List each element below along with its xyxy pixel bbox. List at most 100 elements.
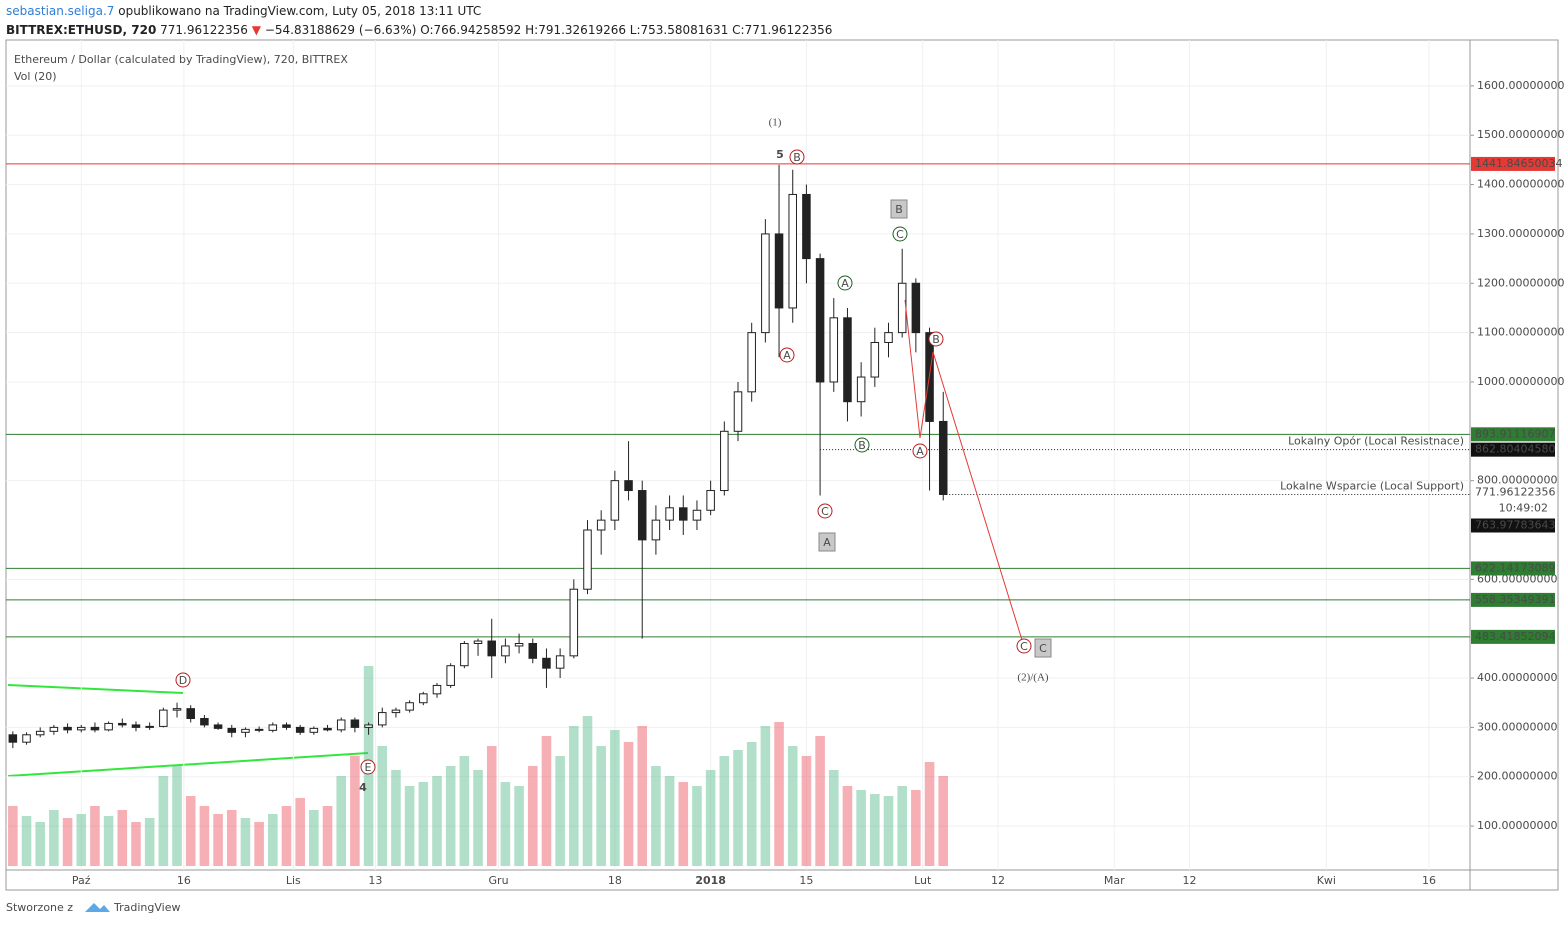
volume-bar bbox=[651, 766, 661, 866]
level-label: 893.91116907 bbox=[1475, 427, 1555, 440]
candle-body bbox=[870, 341, 880, 378]
candle-body bbox=[172, 708, 182, 711]
candle-body bbox=[938, 420, 948, 495]
y-tick-label: 1300.00000000 bbox=[1477, 227, 1564, 240]
chart-title: Ethereum / Dollar (calculated by Trading… bbox=[14, 53, 348, 66]
candle-body bbox=[610, 480, 620, 521]
countdown: 10:49:02 bbox=[1499, 501, 1548, 514]
volume-bar bbox=[692, 786, 702, 866]
level-label-bg bbox=[1471, 561, 1555, 576]
volume-bar bbox=[610, 730, 620, 866]
candle-body bbox=[241, 728, 250, 733]
candle-body bbox=[747, 332, 756, 393]
candle-body bbox=[583, 529, 592, 590]
footer-brand[interactable]: TradingView bbox=[113, 901, 180, 914]
candle-body bbox=[131, 724, 141, 728]
candle-body bbox=[884, 332, 893, 343]
symbol: BITTREX:ETHUSD, 720 bbox=[6, 23, 156, 37]
volume-bar bbox=[199, 806, 210, 866]
dotted-text: Lokalne Wsparcie (Local Support) bbox=[1280, 479, 1464, 492]
x-tick-label: 2018 bbox=[695, 874, 726, 887]
volume-bar bbox=[459, 756, 470, 866]
volume-bar bbox=[117, 810, 128, 866]
volume-bar bbox=[911, 790, 921, 866]
annotation-circle bbox=[817, 503, 833, 519]
candle-body bbox=[487, 640, 496, 657]
volume-bar bbox=[815, 736, 825, 866]
annotation: E bbox=[365, 761, 372, 774]
candle-body bbox=[637, 490, 647, 541]
y-tick-label: 1100.00000000 bbox=[1477, 326, 1564, 339]
volume-bar bbox=[391, 770, 401, 866]
candle-body bbox=[514, 643, 524, 647]
volume-bar bbox=[774, 722, 784, 866]
volume-bar bbox=[801, 756, 812, 866]
candle-body bbox=[624, 480, 633, 492]
volume-bar bbox=[897, 786, 907, 866]
candle-body bbox=[856, 376, 866, 403]
bid-label-bg bbox=[1471, 518, 1555, 533]
candle-body bbox=[227, 727, 237, 733]
candle-body bbox=[391, 709, 401, 714]
x-tick-label: Paź bbox=[72, 874, 91, 887]
volume-bar bbox=[705, 770, 716, 866]
candle-body bbox=[473, 640, 483, 645]
annotation-box bbox=[1034, 638, 1052, 658]
annotation-circle bbox=[854, 437, 870, 453]
x-tick-label: 12 bbox=[1183, 874, 1197, 887]
price-label-bg bbox=[1471, 442, 1555, 457]
level-label: 1441.84650034 bbox=[1475, 157, 1562, 170]
candle-body bbox=[336, 719, 346, 731]
candle-body bbox=[460, 643, 469, 667]
dotted-text: Lokalny Opór (Local Resistnace) bbox=[1288, 435, 1464, 448]
x-tick-label: Mar bbox=[1104, 874, 1125, 887]
plot bbox=[6, 40, 1470, 870]
candle-body bbox=[350, 719, 360, 728]
annotation-circle bbox=[175, 672, 191, 688]
candle-body bbox=[295, 726, 305, 733]
volume-bar bbox=[49, 810, 59, 866]
chart-subtitle: Vol (20) bbox=[14, 70, 57, 83]
annotation: 5 bbox=[776, 148, 784, 161]
candle-body bbox=[419, 693, 428, 704]
logo[interactable] bbox=[85, 903, 110, 912]
volume-bar bbox=[637, 726, 648, 866]
footer-text: Stworzone z bbox=[6, 901, 73, 914]
volume-bar bbox=[185, 796, 196, 866]
candle-body bbox=[49, 726, 59, 732]
volume-bar bbox=[623, 742, 634, 866]
candle-body bbox=[897, 282, 907, 334]
volume-bar bbox=[883, 796, 894, 866]
annotation: (1) bbox=[769, 117, 782, 129]
volume-bar bbox=[103, 816, 114, 866]
y-tick-label: 400.00000000 bbox=[1477, 671, 1557, 684]
candle-body bbox=[774, 233, 784, 309]
wave-line bbox=[904, 299, 1023, 641]
y-tick-label: 600.00000000 bbox=[1477, 572, 1557, 585]
y-tick-label: 100.00000000 bbox=[1477, 819, 1557, 832]
candle-body bbox=[22, 734, 31, 743]
x-tick-label: 13 bbox=[368, 874, 382, 887]
ohlc: O:766.94258592 H:791.32619266 L:753.5808… bbox=[420, 23, 832, 37]
author[interactable]: sebastian.seliga.7 bbox=[6, 4, 114, 18]
volume-bar bbox=[733, 750, 743, 866]
volume-bar bbox=[787, 746, 798, 866]
volume-bar bbox=[404, 786, 415, 866]
candle-body bbox=[76, 726, 86, 731]
annotation: A bbox=[783, 349, 791, 362]
volume-bar bbox=[226, 810, 237, 866]
candle-body bbox=[692, 509, 702, 521]
y-tick-label: 800.00000000 bbox=[1477, 474, 1557, 487]
annotation: C bbox=[1039, 642, 1047, 655]
volume-bar bbox=[62, 818, 73, 866]
arrow: ▼ bbox=[252, 23, 262, 37]
volume-bar bbox=[377, 746, 388, 866]
candle-body bbox=[720, 430, 729, 492]
annotation: C bbox=[821, 505, 829, 518]
annotation-box bbox=[890, 199, 908, 219]
candle-body bbox=[35, 730, 45, 736]
volume-bar bbox=[527, 766, 538, 866]
x-tick-label: 12 bbox=[991, 874, 1005, 887]
annotation-circle bbox=[779, 347, 795, 363]
candle-body bbox=[90, 726, 100, 731]
